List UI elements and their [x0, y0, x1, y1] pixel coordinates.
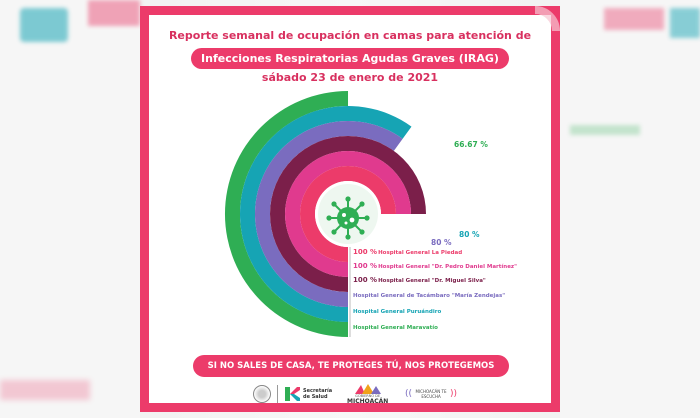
value-label-tacambaro: 80 %	[431, 238, 452, 247]
report-subtitle-pill: Infecciones Respiratorias Agudas Graves …	[191, 48, 509, 69]
label-tacambaro: Hospital General de Tacámbaro "María Zen…	[353, 293, 506, 299]
te-escucha-logo: (( MICHOACÁN TE ESCUCHA ))	[405, 389, 458, 399]
label-miguel-silva: 100 %Hospital General "Dr. Miguel Silva"	[353, 276, 486, 284]
radial-bar-2	[255, 121, 403, 308]
virus-icon	[326, 196, 370, 240]
gobierno-michoacan-logo: GOBIERNO DE MICHOACÁN	[347, 383, 388, 405]
footer-logos: Secretaría de Salud GOBIERNO DE MICHOACÁ…	[149, 383, 551, 405]
michoacan-mark-icon	[354, 383, 381, 394]
label-maravatio: Hospital General Maravatío	[353, 325, 438, 331]
label-puruandiro: Hospital General Puruándiro	[353, 309, 442, 315]
radial-bar-0	[224, 90, 349, 337]
slogan-banner: SI NO SALES DE CASA, TE PROTEGES TÚ, NOS…	[193, 355, 509, 393]
value-label-puruandiro: 80 %	[459, 230, 480, 239]
radial-bar-1	[239, 106, 412, 322]
sound-wave-left-icon: ((	[405, 389, 413, 399]
background-left-blur	[0, 0, 140, 418]
label-pedro-daniel: 100 %Hospital General "Dr. Pedro Daniel …	[353, 262, 517, 270]
report-title: Reporte semanal de ocupación en camas pa…	[168, 29, 532, 42]
salud-logo: Secretaría de Salud	[253, 383, 335, 405]
corner-decoration	[535, 6, 560, 31]
radial-bar-5	[300, 166, 396, 262]
report-card: Reporte semanal de ocupación en camas pa…	[140, 6, 560, 412]
label-la-piedad: 100 %Hospital General La Piedad	[353, 248, 463, 256]
value-label-maravatio: 66.67 %	[454, 140, 488, 149]
background-right-blur	[560, 0, 700, 418]
state-seal-icon	[253, 385, 271, 403]
sound-wave-right-icon: ))	[450, 389, 458, 399]
k-logo-icon	[285, 387, 300, 401]
report-date: sábado 23 de enero de 2021	[261, 71, 439, 84]
